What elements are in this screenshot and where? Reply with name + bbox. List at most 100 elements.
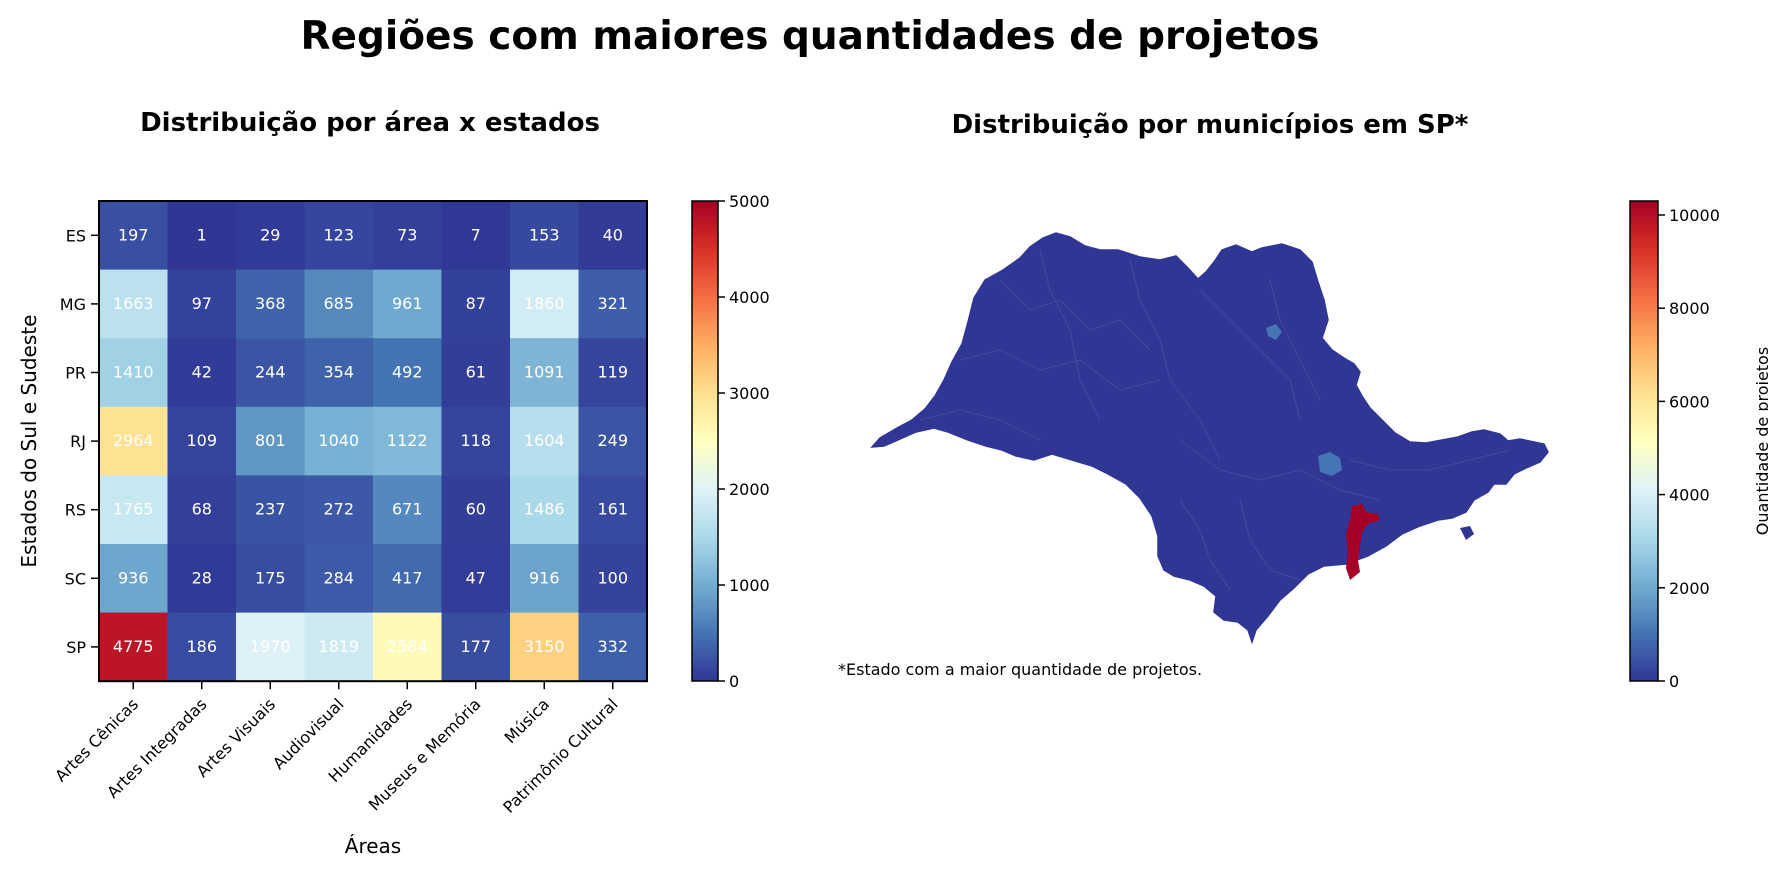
heatmap-cell <box>236 406 306 476</box>
y-tick-label: ES <box>66 226 86 245</box>
cell-value-label: 244 <box>255 363 286 382</box>
heatmap-cell <box>236 544 306 614</box>
municipality-border <box>1179 499 1231 591</box>
heatmap-cell <box>236 612 306 682</box>
heatmap-cell <box>304 269 374 339</box>
heatmap-cell <box>578 475 648 545</box>
heatmap-cell <box>510 201 580 271</box>
heatmap-cell <box>304 201 374 271</box>
cell-value-label: 1860 <box>524 294 565 313</box>
map-footnote: *Estado com a maior quantidade de projet… <box>838 660 1203 679</box>
cell-value-label: 100 <box>597 568 628 587</box>
heatmap-cell <box>167 269 237 339</box>
heatmap-cell <box>510 544 580 614</box>
municipality-sao-paulo-capital <box>1346 504 1380 580</box>
cell-value-label: 118 <box>460 431 491 450</box>
map-title: Distribuição por municípios em SP* <box>951 110 1469 140</box>
cell-value-label: 321 <box>597 294 628 313</box>
cell-value-label: 284 <box>323 568 354 587</box>
cell-value-label: 272 <box>323 500 354 519</box>
heatmap-cell <box>373 544 443 614</box>
x-axis-label: Áreas <box>345 834 401 858</box>
map-colorbar: 0 2000 4000 6000 8000 10000 Quantidade de proj… <box>1629 200 1768 691</box>
heatmap-cell <box>99 201 169 271</box>
cell-value-label: 3150 <box>524 637 565 656</box>
heatmap-cell <box>578 544 648 614</box>
colorbar-tick-label: 2000 <box>1669 579 1710 598</box>
cell-value-label: 685 <box>323 294 354 313</box>
colorbar-tick-label: 8000 <box>1669 299 1710 318</box>
cell-value-label: 109 <box>186 431 217 450</box>
heatmap-cell <box>236 269 306 339</box>
cell-value-label: 161 <box>597 500 628 519</box>
x-tick-label: Música <box>501 695 554 748</box>
heatmap-cell <box>99 269 169 339</box>
y-tick-label: RJ <box>70 432 86 451</box>
colorbar-tick-label: 4000 <box>1669 486 1710 505</box>
heatmap: 197 1 29 123 73 7 153 40 1663 97 368 685 961 87 1860 32… <box>17 200 648 858</box>
heatmap-cell <box>373 612 443 682</box>
heatmap-cell <box>167 201 237 271</box>
municipality-border <box>1349 449 1511 471</box>
heatmap-cell <box>578 269 648 339</box>
municipality-border <box>1239 499 1301 581</box>
heatmap-cell <box>373 406 443 476</box>
heatmap-cell <box>304 338 374 408</box>
heatmap-cell <box>373 338 443 408</box>
heatmap-cell <box>510 475 580 545</box>
cell-value-label: 123 <box>323 225 354 244</box>
cell-value-label: 7 <box>471 225 481 244</box>
heatmap-cell <box>167 338 237 408</box>
municipality-border <box>1179 439 1381 501</box>
cell-value-label: 175 <box>255 568 286 587</box>
colorbar-tick-label: 0 <box>1669 672 1679 691</box>
y-axis-label: Estados do Sul e Sudeste <box>17 315 41 568</box>
heatmap-cell <box>304 475 374 545</box>
heatmap-cell <box>510 338 580 408</box>
sp-state-shape <box>870 232 1549 645</box>
heatmap-cell <box>373 269 443 339</box>
municipality-border <box>1039 249 1101 421</box>
cell-value-label: 40 <box>603 225 623 244</box>
y-tick-label: PR <box>65 364 86 383</box>
municipality-border <box>1129 259 1221 461</box>
cell-value-label: 332 <box>597 637 628 656</box>
sp-municipalities-map <box>870 232 1549 645</box>
cell-value-label: 119 <box>597 363 628 382</box>
heatmap-cell <box>441 612 511 682</box>
heatmap-cell <box>99 612 169 682</box>
y-tick-label: SP <box>66 638 86 657</box>
y-tick-label: SC <box>65 569 86 588</box>
cell-value-label: 1122 <box>387 431 428 450</box>
heatmap-cell <box>304 612 374 682</box>
cell-value-label: 1410 <box>113 363 154 382</box>
colorbar-tick-label: 0 <box>729 672 739 691</box>
colorbar-tick-label: 5000 <box>729 192 770 211</box>
heatmap-cell <box>510 612 580 682</box>
cell-value-label: 42 <box>192 363 212 382</box>
heatmap-cell <box>441 201 511 271</box>
municipality-border <box>1199 289 1301 421</box>
cell-value-label: 87 <box>466 294 486 313</box>
figure-title: Regiões com maiores quantidades de proje… <box>300 14 1320 59</box>
cell-value-label: 354 <box>323 363 354 382</box>
heatmap-cell <box>304 544 374 614</box>
cell-value-label: 186 <box>186 637 217 656</box>
cell-value-label: 2584 <box>387 637 428 656</box>
cell-value-label: 28 <box>192 568 212 587</box>
heatmap-cell <box>510 406 580 476</box>
cell-value-label: 60 <box>466 500 486 519</box>
ilhabela-island <box>1460 526 1474 540</box>
heatmap-cell <box>99 406 169 476</box>
heatmap-cell <box>167 612 237 682</box>
cell-value-label: 1091 <box>524 363 565 382</box>
heatmap-cell <box>99 338 169 408</box>
municipality-campinas <box>1318 452 1342 476</box>
heatmap-cell <box>304 406 374 476</box>
heatmap-cell <box>167 406 237 476</box>
cell-value-label: 916 <box>529 568 560 587</box>
colorbar-tick-label: 4000 <box>729 288 770 307</box>
colorbar-tick-label: 1000 <box>729 576 770 595</box>
